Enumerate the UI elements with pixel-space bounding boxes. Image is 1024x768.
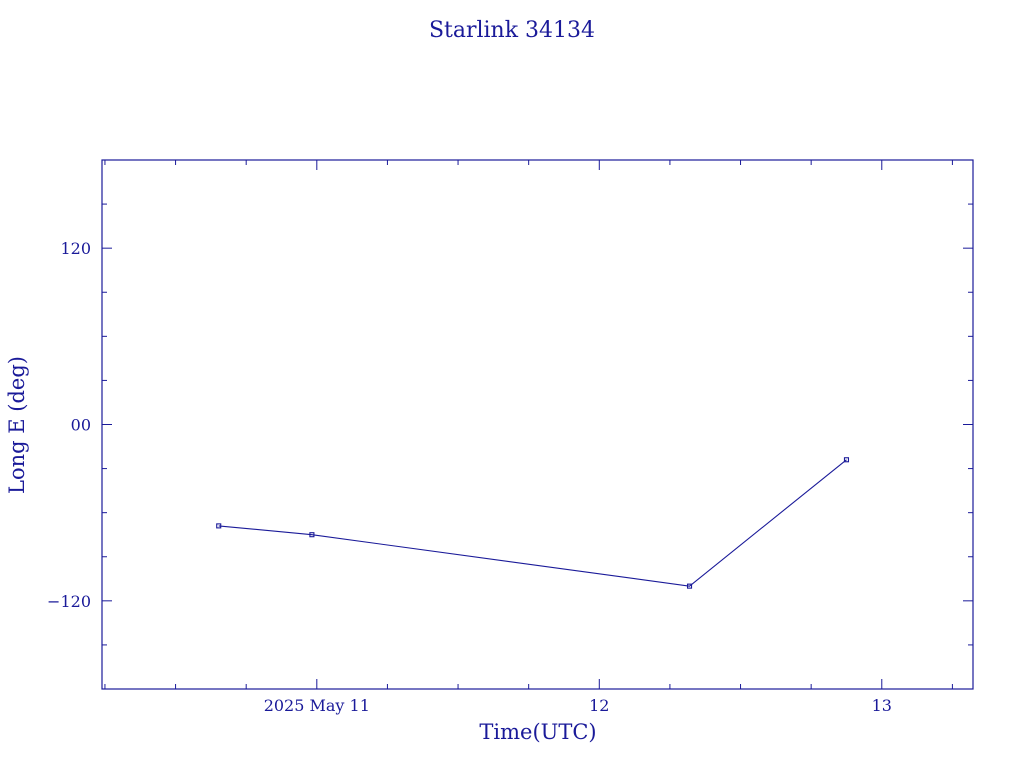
data-point xyxy=(309,532,315,538)
x-tick-label: 12 xyxy=(589,696,609,715)
data-point xyxy=(216,523,222,529)
y-tick-label: −120 xyxy=(47,592,91,611)
y-axis-label: Long E (deg) xyxy=(5,356,29,494)
x-tick-label: 13 xyxy=(872,696,892,715)
series-line xyxy=(218,459,847,587)
y-tick-label: 120 xyxy=(60,239,91,258)
tick-marks xyxy=(102,160,973,689)
x-axis-label: Time(UTC) xyxy=(479,720,596,744)
plot-frame xyxy=(101,159,974,690)
series-layer xyxy=(216,457,850,589)
chart-title: Starlink 34134 xyxy=(429,18,595,43)
x-tick-label: 2025 May 11 xyxy=(264,696,370,715)
x-tick-labels: 2025 May 11 12 13 xyxy=(264,696,892,715)
y-tick-labels: 120 00 −120 xyxy=(47,239,91,611)
y-tick-label: 00 xyxy=(71,416,91,435)
data-point xyxy=(686,583,693,589)
data-point xyxy=(843,457,850,463)
